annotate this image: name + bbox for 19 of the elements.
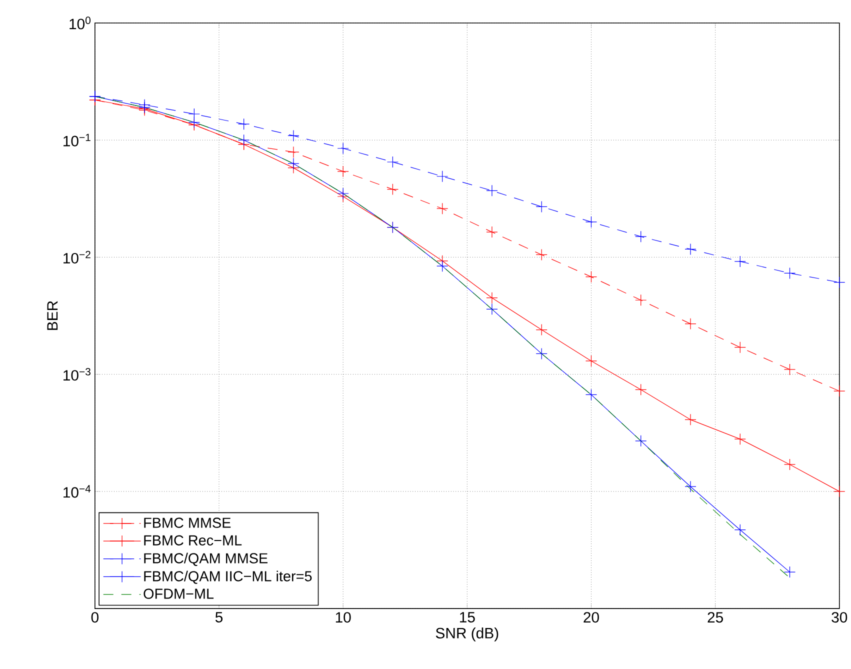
x-tick-label: 30	[832, 612, 848, 623]
x-tick-label: 25	[708, 612, 723, 623]
x-axis-title: SNR (dB)	[436, 628, 498, 642]
y-tick-label: 10$^{0}$	[70, 16, 91, 30]
x-tick-label: 0	[91, 612, 98, 623]
y-axis-title: BER	[47, 301, 58, 330]
legend-label: FBMC/QAM IIC−ML iter=5	[144, 570, 312, 584]
legend-label: FBMC MMSE	[144, 518, 231, 528]
legend-label: OFDM−ML	[144, 588, 214, 600]
x-tick-label: 20	[584, 612, 599, 623]
legend-label: FBMC/QAM MMSE	[144, 553, 268, 566]
y-tick-label: 10$^{−3}$	[64, 368, 90, 381]
legend-label: FBMC Rec−ML	[144, 535, 242, 546]
x-tick-label: 15	[460, 612, 475, 623]
y-tick-label: 10$^{−2}$	[64, 251, 90, 264]
y-tick-label: 10$^{−4}$	[64, 485, 91, 498]
x-tick-label: 5	[215, 612, 223, 623]
x-tick-label: 10	[336, 612, 351, 623]
y-tick-label: 10$^{−1}$	[64, 134, 90, 147]
